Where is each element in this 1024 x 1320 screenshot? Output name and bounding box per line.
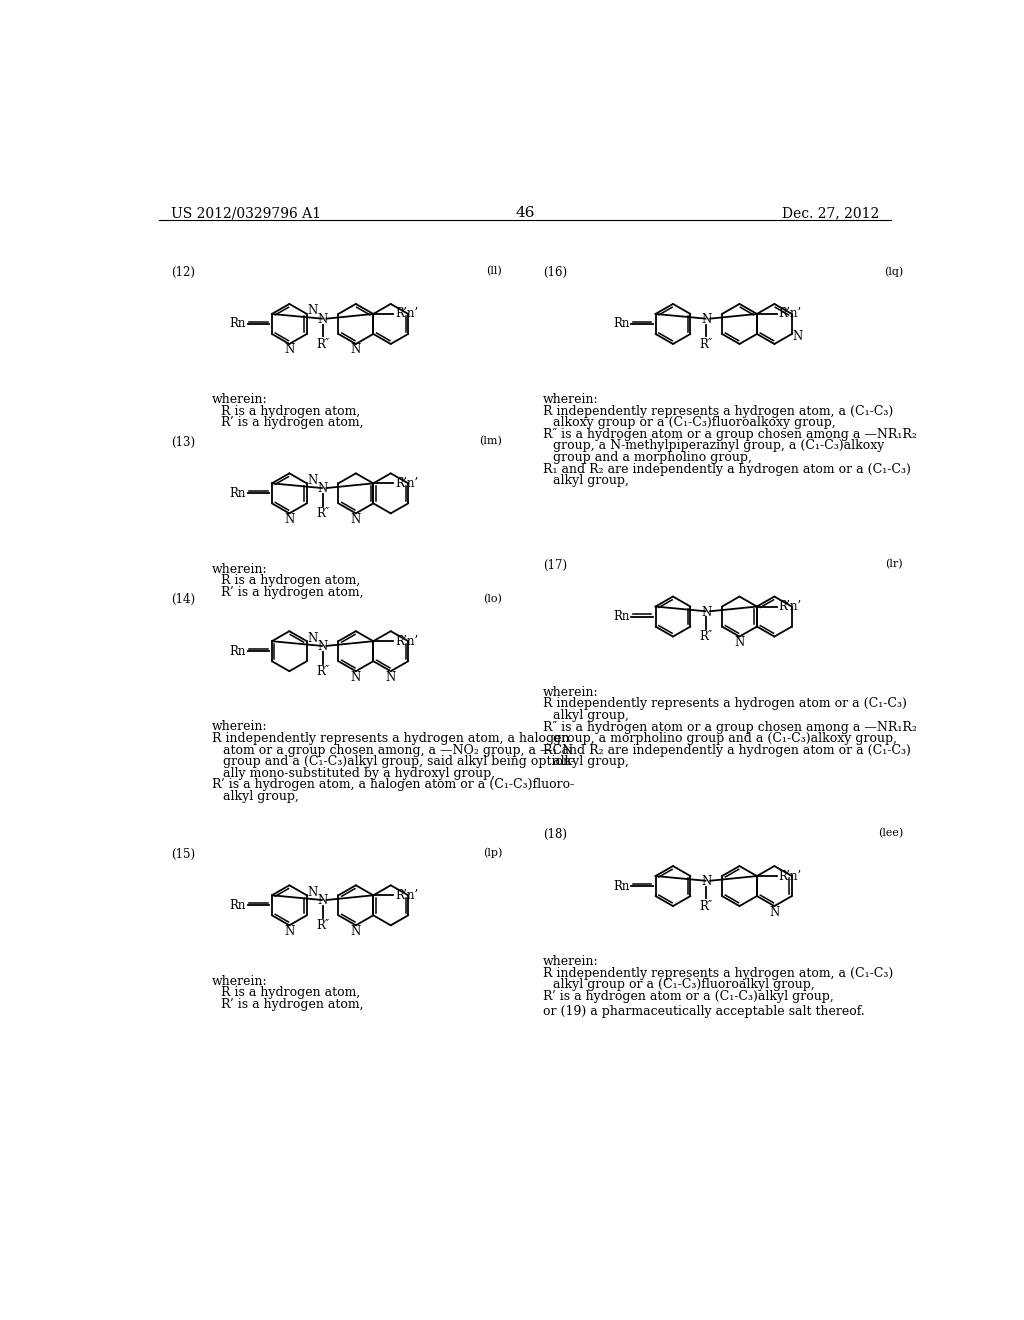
Text: ally mono-substituted by a hydroxyl group,: ally mono-substituted by a hydroxyl grou… <box>222 767 495 780</box>
Text: N: N <box>307 305 317 317</box>
Text: (lm): (lm) <box>479 436 503 446</box>
Text: (16): (16) <box>543 267 566 280</box>
Text: group, a N-methylpiperazinyl group, a (C₁-C₃)alkoxy: group, a N-methylpiperazinyl group, a (C… <box>554 440 885 453</box>
Text: US 2012/0329796 A1: US 2012/0329796 A1 <box>171 206 321 220</box>
Text: wherein:: wherein: <box>212 562 267 576</box>
Text: wherein:: wherein: <box>212 393 267 407</box>
Text: N: N <box>317 894 328 907</box>
Text: R″: R″ <box>316 919 330 932</box>
Text: R is a hydrogen atom,: R is a hydrogen atom, <box>221 574 360 587</box>
Text: R₁ and R₂ are independently a hydrogen atom or a (C₁-C₃): R₁ and R₂ are independently a hydrogen a… <box>543 743 910 756</box>
Text: group and a morpholino group,: group and a morpholino group, <box>554 451 753 465</box>
Text: N: N <box>351 671 361 684</box>
Text: Rn: Rn <box>229 487 246 500</box>
Text: N: N <box>386 671 396 684</box>
Text: Rn: Rn <box>613 610 630 623</box>
Text: R independently represents a hydrogen atom or a (C₁-C₃): R independently represents a hydrogen at… <box>543 697 906 710</box>
Text: (lq): (lq) <box>884 267 903 277</box>
Text: Dec. 27, 2012: Dec. 27, 2012 <box>782 206 880 220</box>
Text: R independently represents a hydrogen atom, a halogen: R independently represents a hydrogen at… <box>212 733 569 744</box>
Text: N: N <box>701 313 712 326</box>
Text: (lee): (lee) <box>878 829 903 838</box>
Text: (lp): (lp) <box>483 847 503 858</box>
Text: (12): (12) <box>171 267 195 280</box>
Text: R’ is a hydrogen atom,: R’ is a hydrogen atom, <box>221 586 364 599</box>
Text: R’n’: R’n’ <box>395 635 418 648</box>
Text: R’ is a hydrogen atom,: R’ is a hydrogen atom, <box>221 998 364 1011</box>
Text: R″: R″ <box>699 338 713 351</box>
Text: N: N <box>734 636 744 649</box>
Text: (lr): (lr) <box>886 558 903 569</box>
Text: 46: 46 <box>515 206 535 220</box>
Text: N: N <box>307 632 317 644</box>
Text: R₁ and R₂ are independently a hydrogen atom or a (C₁-C₃): R₁ and R₂ are independently a hydrogen a… <box>543 462 910 475</box>
Text: N: N <box>285 925 295 937</box>
Text: N: N <box>317 482 328 495</box>
Text: R’ is a hydrogen atom,: R’ is a hydrogen atom, <box>221 416 364 429</box>
Text: N: N <box>317 313 328 326</box>
Text: (17): (17) <box>543 558 566 572</box>
Text: group, a morpholino group and a (C₁-C₃)alkoxy group,: group, a morpholino group and a (C₁-C₃)a… <box>554 733 897 744</box>
Text: R″: R″ <box>699 631 713 643</box>
Text: wherein:: wherein: <box>212 974 267 987</box>
Text: N: N <box>285 343 295 356</box>
Text: atom or a group chosen among, a —NO₂ group, a —CN: atom or a group chosen among, a —NO₂ gro… <box>222 743 572 756</box>
Text: Rn: Rn <box>229 899 246 912</box>
Text: R″: R″ <box>316 338 330 351</box>
Text: alkyl group,: alkyl group, <box>554 755 630 768</box>
Text: R independently represents a hydrogen atom, a (C₁-C₃): R independently represents a hydrogen at… <box>543 405 893 418</box>
Text: R″ is a hydrogen atom or a group chosen among a —NR₁R₂: R″ is a hydrogen atom or a group chosen … <box>543 428 916 441</box>
Text: R″: R″ <box>316 665 330 678</box>
Text: (lo): (lo) <box>483 594 503 603</box>
Text: R’n’: R’n’ <box>395 308 418 321</box>
Text: R’n’: R’n’ <box>395 477 418 490</box>
Text: Rn: Rn <box>229 644 246 657</box>
Text: alkyl group,: alkyl group, <box>554 709 630 722</box>
Text: group and a (C₁-C₃)alkyl group, said alkyl being option-: group and a (C₁-C₃)alkyl group, said alk… <box>222 755 574 768</box>
Text: R″: R″ <box>316 507 330 520</box>
Text: wherein:: wherein: <box>212 721 267 734</box>
Text: (14): (14) <box>171 594 195 606</box>
Text: N: N <box>285 513 295 525</box>
Text: alkyl group or a (C₁-C₃)fluoroalkyl group,: alkyl group or a (C₁-C₃)fluoroalkyl grou… <box>554 978 815 991</box>
Text: alkyl group,: alkyl group, <box>222 789 298 803</box>
Text: Rn: Rn <box>229 317 246 330</box>
Text: (13): (13) <box>171 436 195 449</box>
Text: N: N <box>317 640 328 653</box>
Text: N: N <box>307 886 317 899</box>
Text: R is a hydrogen atom,: R is a hydrogen atom, <box>221 405 360 418</box>
Text: R’ is a hydrogen atom, a halogen atom or a (C₁-C₃)fluoro-: R’ is a hydrogen atom, a halogen atom or… <box>212 779 573 791</box>
Text: (18): (18) <box>543 829 566 841</box>
Text: Rn: Rn <box>613 879 630 892</box>
Text: R’ is a hydrogen atom or a (C₁-C₃)alkyl group,: R’ is a hydrogen atom or a (C₁-C₃)alkyl … <box>543 990 834 1003</box>
Text: N: N <box>769 906 779 919</box>
Text: N: N <box>701 875 712 888</box>
Text: N: N <box>351 343 361 356</box>
Text: N: N <box>307 474 317 487</box>
Text: or (19) a pharmaceutically acceptable salt thereof.: or (19) a pharmaceutically acceptable sa… <box>543 1006 864 1019</box>
Text: wherein:: wherein: <box>543 956 598 969</box>
Text: N: N <box>792 330 802 343</box>
Text: alkyl group,: alkyl group, <box>554 474 630 487</box>
Text: R independently represents a hydrogen atom, a (C₁-C₃): R independently represents a hydrogen at… <box>543 966 893 979</box>
Text: wherein:: wherein: <box>543 686 598 698</box>
Text: N: N <box>351 925 361 937</box>
Text: R’n’: R’n’ <box>778 601 802 612</box>
Text: N: N <box>701 606 712 619</box>
Text: R’n’: R’n’ <box>395 888 418 902</box>
Text: alkoxy group or a (C₁-C₃)fluoroalkoxy group,: alkoxy group or a (C₁-C₃)fluoroalkoxy gr… <box>554 416 837 429</box>
Text: R’n’: R’n’ <box>778 870 802 883</box>
Text: Rn: Rn <box>613 317 630 330</box>
Text: N: N <box>351 513 361 525</box>
Text: R is a hydrogen atom,: R is a hydrogen atom, <box>221 986 360 999</box>
Text: (ll): (ll) <box>486 267 503 276</box>
Text: (15): (15) <box>171 847 195 861</box>
Text: R″ is a hydrogen atom or a group chosen among a —NR₁R₂: R″ is a hydrogen atom or a group chosen … <box>543 721 916 734</box>
Text: R″: R″ <box>699 900 713 913</box>
Text: R’n’: R’n’ <box>778 308 802 321</box>
Text: wherein:: wherein: <box>543 393 598 407</box>
